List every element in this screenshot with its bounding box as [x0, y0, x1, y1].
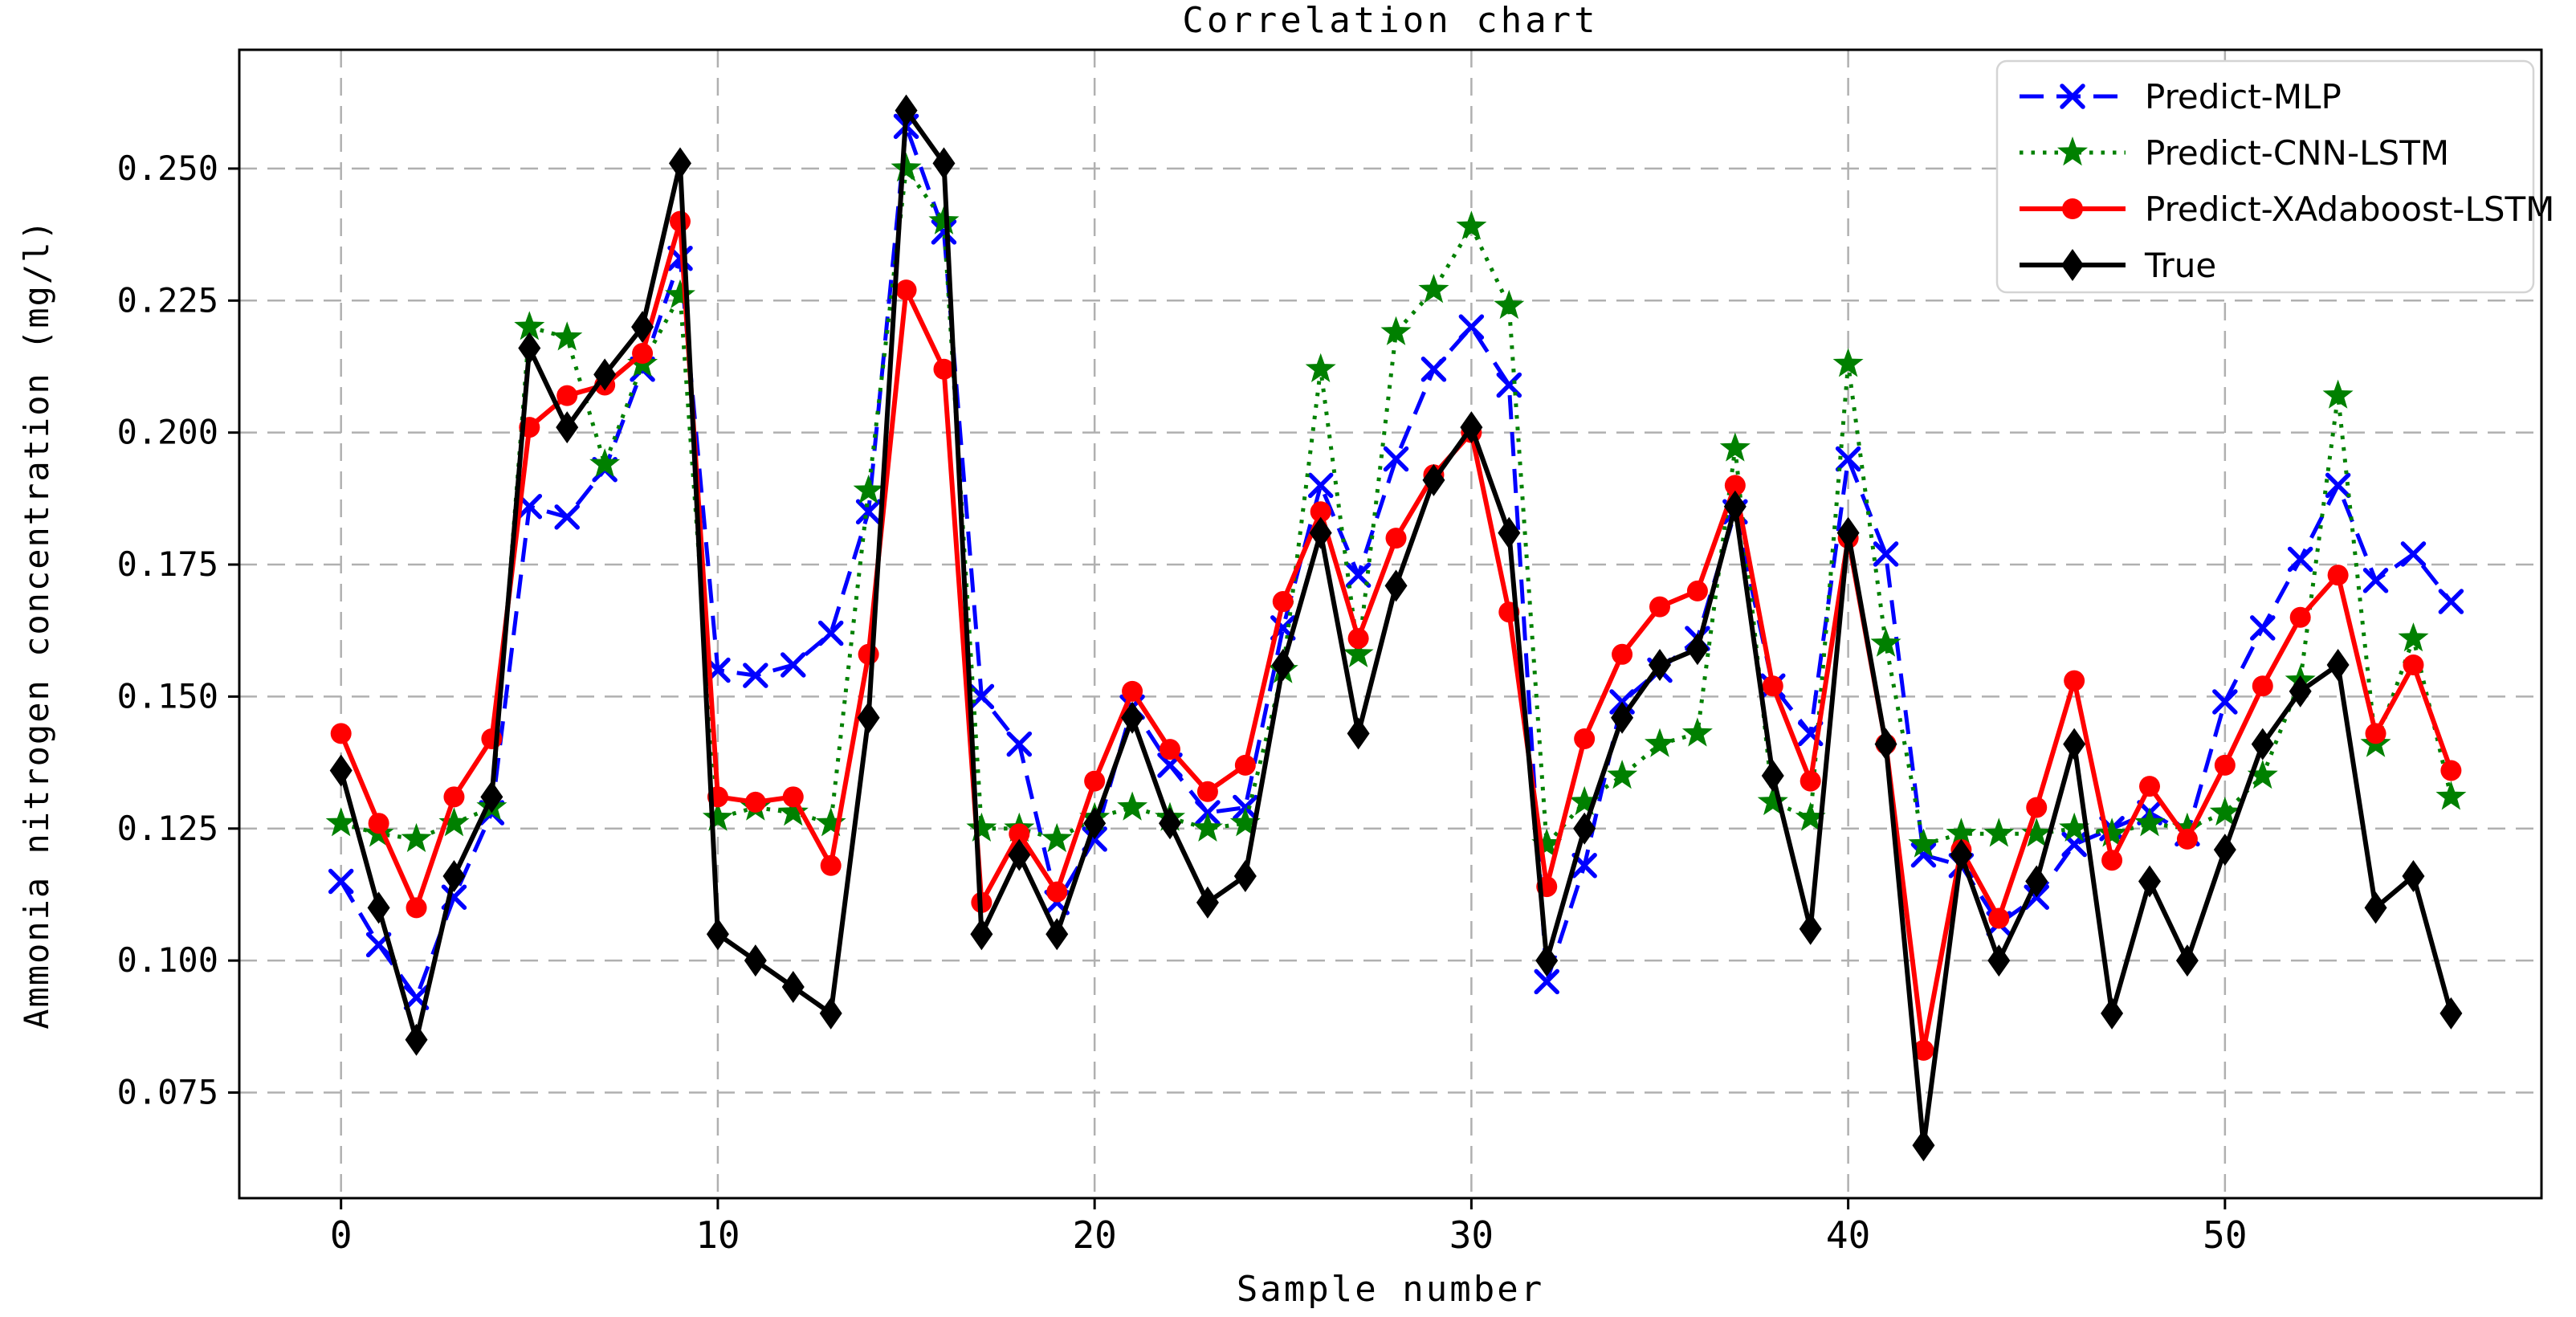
svg-text:0.150: 0.150: [117, 676, 218, 716]
svg-text:10: 10: [695, 1213, 740, 1257]
diamond-markers: [329, 94, 2463, 1162]
plot-border: [238, 48, 2543, 1200]
legend-box: [1995, 59, 2535, 294]
legend-item-predict-cnn-lstm: Predict-CNN-LSTM: [2020, 133, 2449, 173]
legend-label: True: [2144, 246, 2216, 285]
svg-text:0.250: 0.250: [117, 149, 218, 188]
chart-title: Correlation chart: [1182, 0, 1598, 41]
svg-text:0.075: 0.075: [117, 1073, 218, 1112]
svg-text:0.225: 0.225: [117, 280, 218, 320]
x-markers: [328, 113, 2464, 1010]
series-true: [329, 94, 2463, 1162]
legend: Predict-MLP Predict-CNN-LSTM Predict-XAdab…: [1995, 59, 2554, 294]
tick-labels: 0.075 0.100 0.125 0.150 0.175 0.200 0.225 0.250…: [117, 149, 2248, 1257]
legend-label: Predict-MLP: [2145, 77, 2342, 116]
x-axis-label: Sample number: [1237, 1269, 1544, 1310]
legend-label: Predict-CNN-LSTM: [2145, 133, 2449, 173]
svg-text:0.125: 0.125: [117, 809, 218, 848]
legend-label: Predict-XAdaboost-LSTM: [2145, 190, 2554, 229]
y-axis-label: Ammonia nitrogen concentration (mg/l): [17, 218, 56, 1030]
legend-item-true: True: [2020, 246, 2216, 285]
svg-text:0.200: 0.200: [117, 413, 218, 452]
svg-text:40: 40: [1826, 1213, 1870, 1257]
svg-text:0: 0: [330, 1213, 353, 1257]
svg-text:30: 30: [1449, 1213, 1494, 1257]
svg-text:0.100: 0.100: [117, 940, 218, 980]
svg-text:0.175: 0.175: [117, 544, 218, 584]
axis-ticks: [228, 167, 2227, 1209]
svg-text:50: 50: [2203, 1213, 2247, 1257]
legend-item-predict-xadaboost-lstm: Predict-XAdaboost-LSTM: [2020, 190, 2554, 229]
legend-item-predict-mlp: Predict-MLP: [2020, 77, 2342, 116]
circle-markers: [330, 210, 2462, 1061]
svg-text:20: 20: [1072, 1213, 1116, 1257]
